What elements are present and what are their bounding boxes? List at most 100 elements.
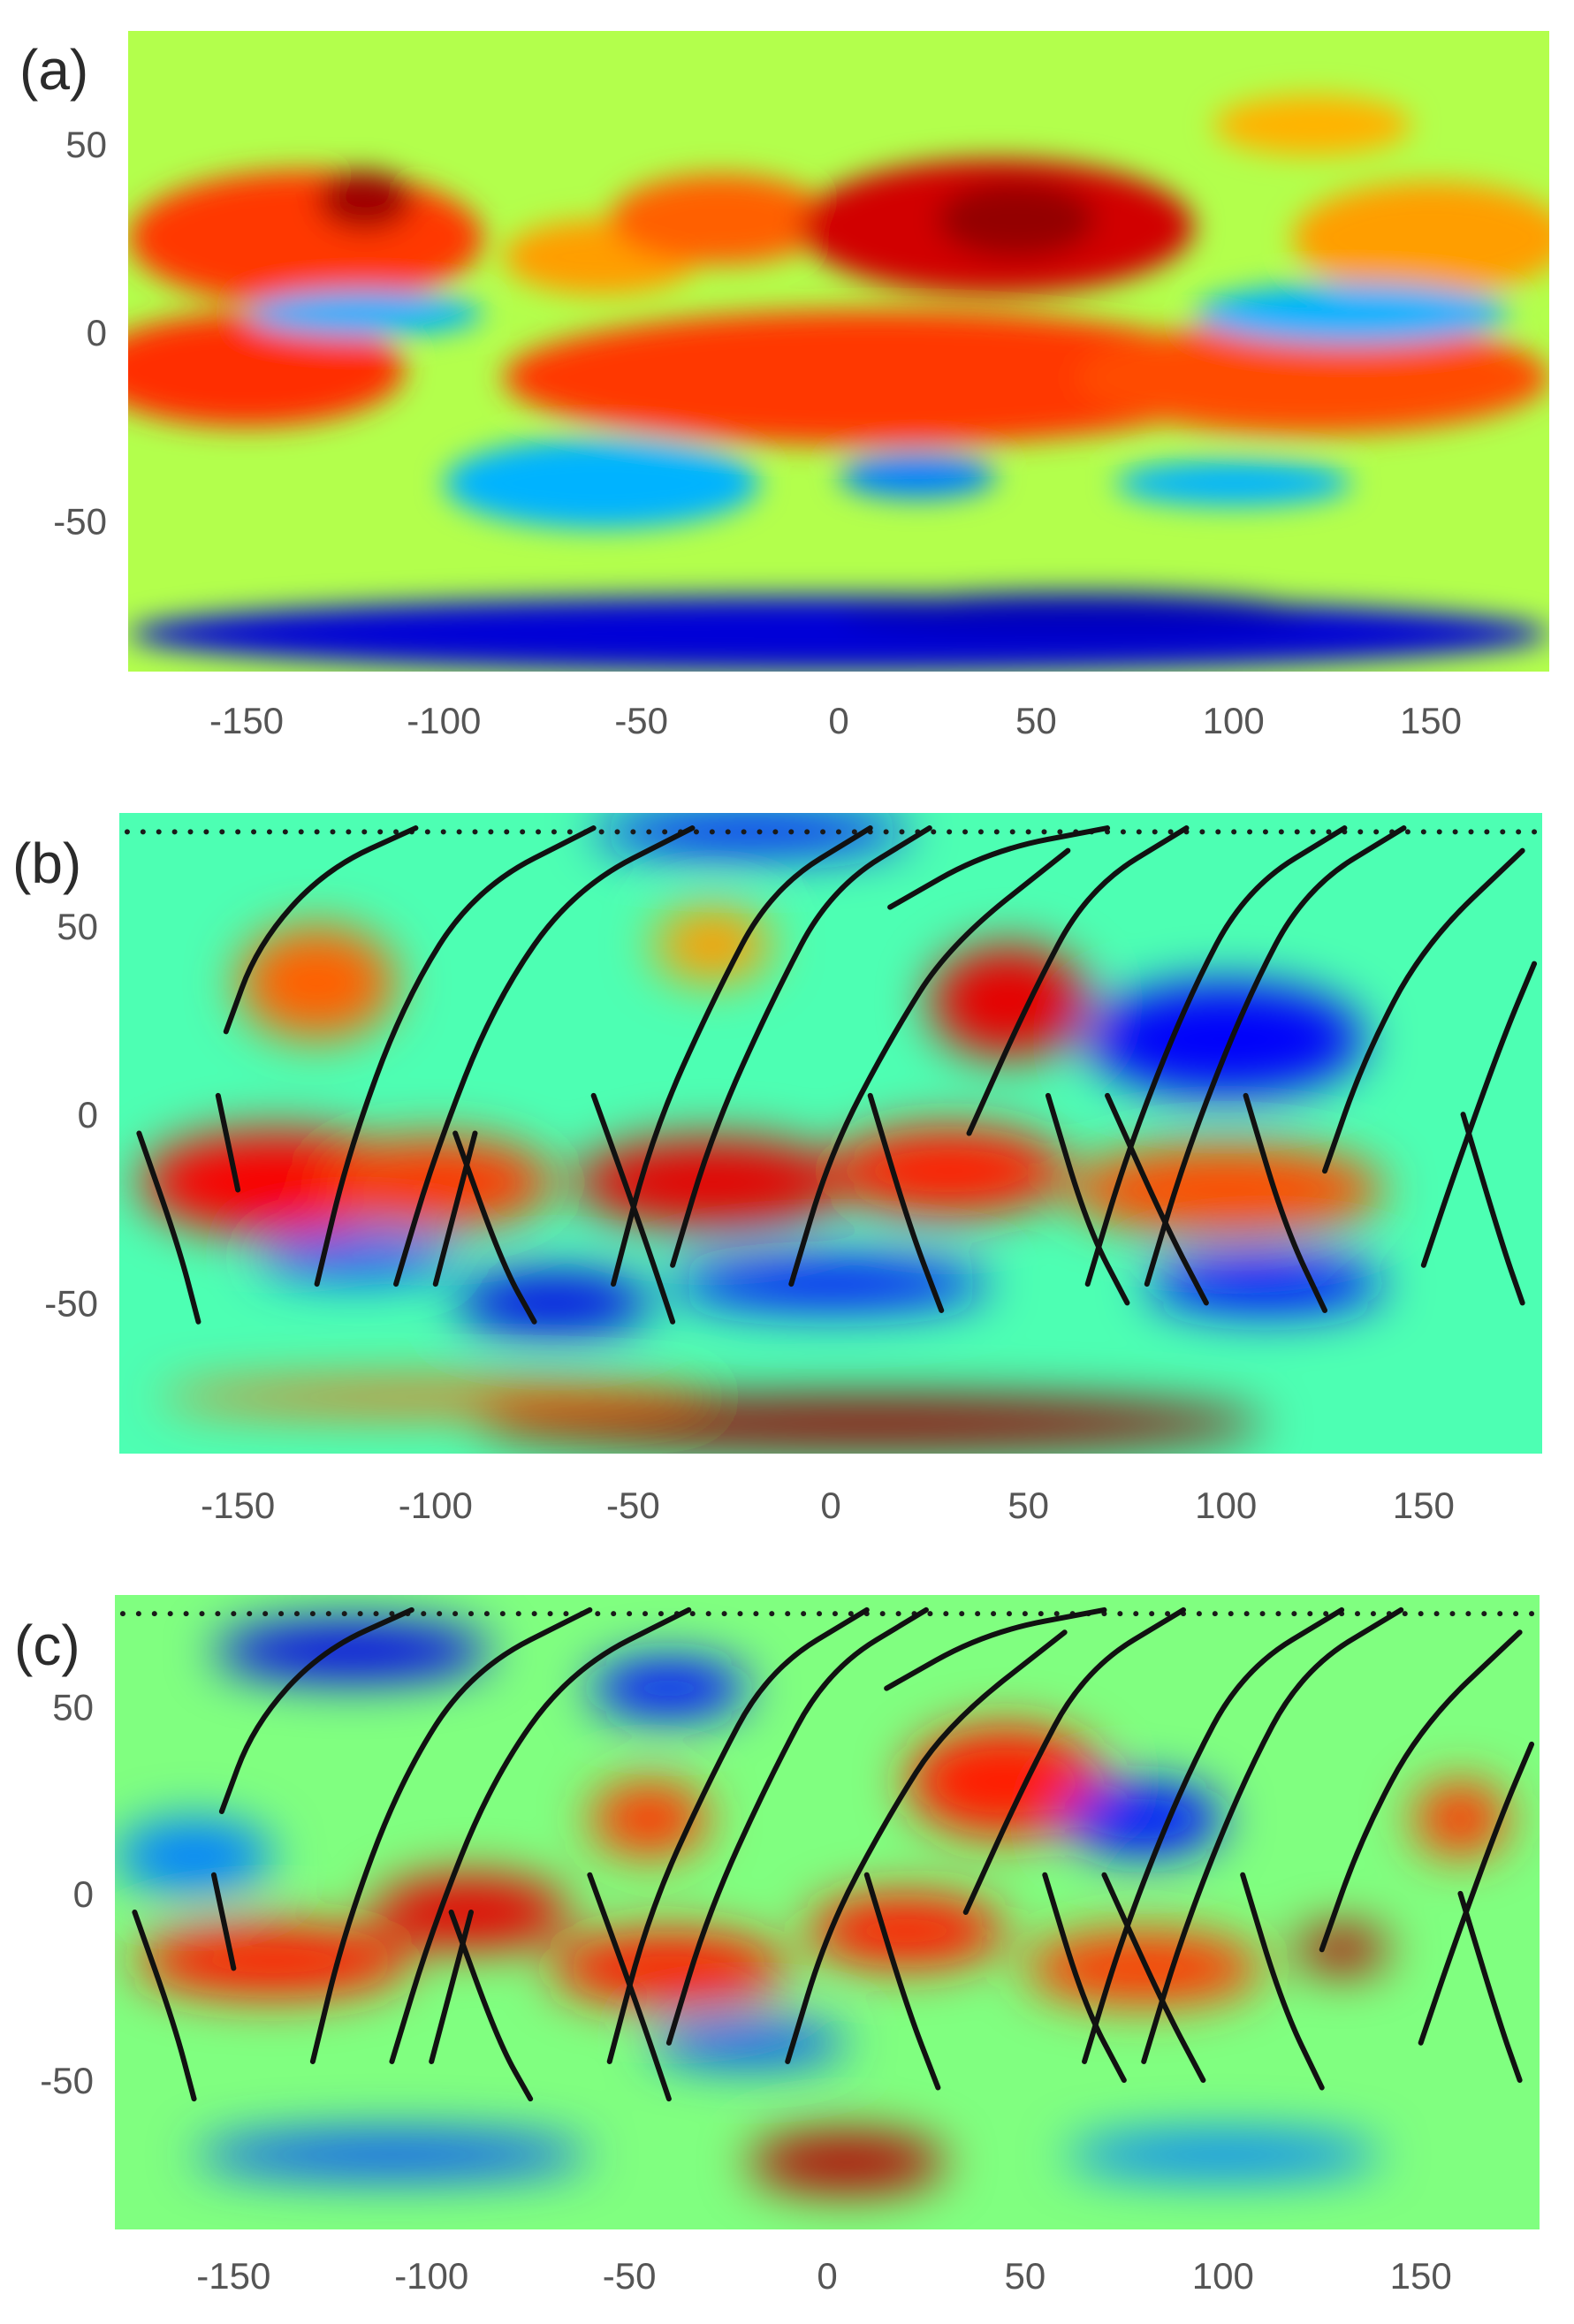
satellite-track (1240, 1872, 1325, 2091)
track-dot (421, 1611, 427, 1617)
x-tick-label: -50 (606, 1485, 660, 1526)
track-dot (801, 1611, 807, 1617)
x-tick-label: 150 (1393, 1485, 1455, 1526)
track-dot (393, 829, 399, 835)
track-dot (531, 1611, 537, 1617)
heatmap-cell (1213, 95, 1411, 156)
track-dot (788, 829, 795, 835)
track-dot (741, 829, 747, 835)
track-dot (927, 1611, 933, 1617)
track-dot (1433, 1611, 1440, 1617)
heatmap-cell (238, 925, 397, 1039)
satellite-track (1319, 1629, 1523, 1953)
satellite-track (309, 1606, 593, 2064)
track-dot (151, 1611, 157, 1617)
y-tick-label: -50 (40, 2060, 94, 2101)
heatmap-cell (589, 1781, 709, 1857)
track-dot (437, 1611, 443, 1617)
track-dot (361, 829, 368, 835)
heatmap-cell (673, 1257, 989, 1310)
track-dot (341, 1611, 347, 1617)
heatmap-cell (937, 181, 1096, 257)
track-dot (1404, 829, 1411, 835)
satellite-track (884, 1606, 1107, 1691)
heatmap-cell (128, 170, 483, 307)
track-dot (931, 829, 937, 835)
track-dot (835, 829, 841, 835)
track-dot (1481, 1611, 1487, 1617)
heatmap-cell (128, 313, 405, 427)
x-tick-label: 100 (1203, 700, 1265, 741)
track-dot (737, 1611, 743, 1617)
track-dot (325, 1611, 331, 1617)
track-dot (135, 1611, 141, 1617)
track-dot (330, 829, 336, 835)
track-dot (598, 829, 605, 835)
y-tick-label: 0 (78, 1094, 98, 1135)
track-dot (1231, 829, 1237, 835)
heatmap-cell (1064, 2132, 1381, 2177)
track-dot (247, 1611, 253, 1617)
track-dot (373, 1611, 379, 1617)
heatmap-cell (1412, 1781, 1509, 1857)
heatmap-cell (1064, 1781, 1223, 1857)
track-dot (1373, 829, 1380, 835)
track-dot (314, 829, 320, 835)
satellite-track (1243, 1092, 1328, 1313)
y-tick-label: 0 (87, 312, 107, 353)
satellite-track (1460, 1112, 1525, 1306)
track-dot (611, 1611, 617, 1617)
track-dot (879, 1611, 886, 1617)
track-dot (1516, 829, 1522, 835)
track-dot (1152, 829, 1158, 835)
track-dot (1291, 1611, 1297, 1617)
panel-label: (c) (14, 1614, 80, 1677)
track-dot (753, 1611, 759, 1617)
heatmap-cell (609, 174, 832, 265)
x-tick-label: 100 (1195, 1485, 1257, 1526)
track-dot (1133, 1611, 1139, 1617)
track-dot (1022, 1611, 1028, 1617)
track-dot (1468, 829, 1474, 835)
track-dot (1215, 829, 1221, 835)
track-dot (1497, 1611, 1503, 1617)
x-tick-label: -100 (407, 700, 481, 741)
panel-a: (a) -150 -100 -50 0 50 100 150 50 0 -50 (0, 0, 1574, 760)
x-tick-label: -150 (209, 700, 284, 741)
track-dot (124, 829, 130, 835)
track-dot (1259, 1611, 1266, 1617)
satellite-track (1082, 1606, 1345, 2064)
satellite-track (863, 1872, 941, 2091)
track-dot (483, 1611, 490, 1617)
heatmap-cell (839, 452, 997, 498)
track-dot (1120, 829, 1126, 835)
x-tick-label: -50 (603, 2255, 657, 2297)
track-dot (1136, 829, 1142, 835)
satellite-track (132, 1910, 197, 2102)
track-dot (424, 829, 430, 835)
track-dot (1053, 1611, 1060, 1617)
heatmap-cell (1292, 181, 1549, 295)
track-dot (1532, 829, 1538, 835)
satellite-track (210, 1872, 237, 1971)
track-dot (1278, 829, 1284, 835)
track-dot (630, 829, 636, 835)
satellite-track (432, 1130, 478, 1287)
track-dot (848, 1611, 854, 1617)
heatmap-cell (1076, 321, 1549, 435)
heatmap-cell (589, 1658, 749, 1719)
track-dot (183, 1611, 189, 1617)
panel-b: (b) -150 -100 -50 0 50 100 150 50 0 -50 (0, 795, 1574, 1555)
track-dot (187, 829, 194, 835)
satellite-track (1101, 1872, 1206, 2084)
x-tick-label: 0 (820, 1485, 840, 1526)
satellite-track (223, 825, 419, 1035)
track-dot (1513, 1611, 1519, 1617)
satellite-track (136, 1130, 202, 1325)
satellite-track (606, 1606, 870, 2064)
x-tick-label: -100 (399, 1485, 473, 1526)
track-dot (689, 1611, 696, 1617)
track-dot (1465, 1611, 1471, 1617)
heatmap-cell (574, 1136, 851, 1228)
track-dot (1262, 829, 1268, 835)
